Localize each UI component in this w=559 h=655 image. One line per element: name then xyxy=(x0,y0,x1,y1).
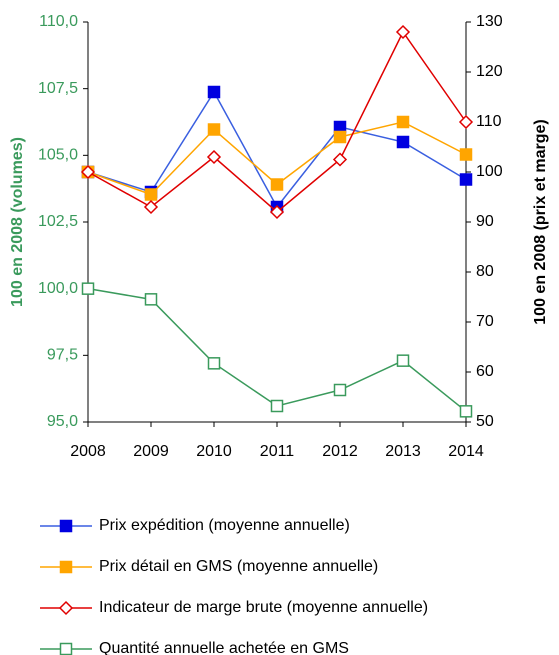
point xyxy=(206,149,222,165)
point xyxy=(459,148,473,161)
y2-tick-label: 100 xyxy=(476,163,503,180)
point xyxy=(143,199,159,215)
point xyxy=(395,24,411,40)
point xyxy=(81,282,95,295)
legend-label: Prix expédition (moyenne annuelle) xyxy=(99,517,350,534)
x-tick-label: 2014 xyxy=(448,443,484,460)
point xyxy=(396,115,410,129)
y2-axis-title: 100 en 2008 (prix et marge) xyxy=(532,119,549,324)
y2-tick-label: 70 xyxy=(476,313,494,330)
point xyxy=(207,85,221,99)
point xyxy=(458,114,474,130)
point xyxy=(333,130,347,144)
y-tick-label: 97,5 xyxy=(47,347,78,364)
y-tick-label: 110,0 xyxy=(39,13,78,30)
point xyxy=(270,178,284,191)
point xyxy=(207,123,221,136)
legend-marker xyxy=(58,600,74,616)
x-tick-label: 2010 xyxy=(196,443,232,460)
y2-tick-label: 90 xyxy=(476,213,494,230)
x-tick-label: 2008 xyxy=(70,443,106,460)
point xyxy=(80,164,96,180)
point xyxy=(459,405,473,418)
point xyxy=(144,188,158,201)
y2-tick-label: 80 xyxy=(476,263,494,280)
y-tick-label: 107,5 xyxy=(38,80,78,97)
point xyxy=(459,173,473,186)
legend-marker xyxy=(59,519,73,533)
y-tick-label: 95,0 xyxy=(47,413,78,430)
y2-tick-label: 120 xyxy=(476,63,503,80)
point xyxy=(207,357,221,370)
y2-tick-label: 130 xyxy=(476,13,503,30)
y-axis-title: 100 en 2008 (volumes) xyxy=(9,137,26,307)
x-tick-label: 2009 xyxy=(133,443,169,460)
x-tick-label: 2013 xyxy=(385,443,421,460)
y-tick-label: 105,0 xyxy=(38,147,78,164)
series-line xyxy=(87,287,467,412)
y2-tick-label: 50 xyxy=(476,413,494,430)
legend-label: Prix détail en GMS (moyenne annuelle) xyxy=(99,558,378,575)
point xyxy=(269,204,285,220)
point xyxy=(270,399,284,413)
x-tick-label: 2012 xyxy=(322,443,358,460)
legend-label: Quantité annuelle achetée en GMS xyxy=(99,640,349,655)
point xyxy=(396,354,410,367)
legend-marker xyxy=(59,560,73,574)
x-tick-label: 2011 xyxy=(260,443,295,460)
legend-marker xyxy=(59,642,73,655)
point xyxy=(333,383,347,397)
point xyxy=(332,152,348,167)
point xyxy=(144,293,158,306)
y-tick-label: 102,5 xyxy=(38,213,78,230)
y-tick-label: 100,0 xyxy=(38,280,78,297)
legend-label: Indicateur de marge brute (moyenne annue… xyxy=(99,599,428,616)
y2-tick-label: 60 xyxy=(476,363,494,380)
y2-tick-label: 110 xyxy=(476,113,502,130)
point xyxy=(396,135,410,149)
